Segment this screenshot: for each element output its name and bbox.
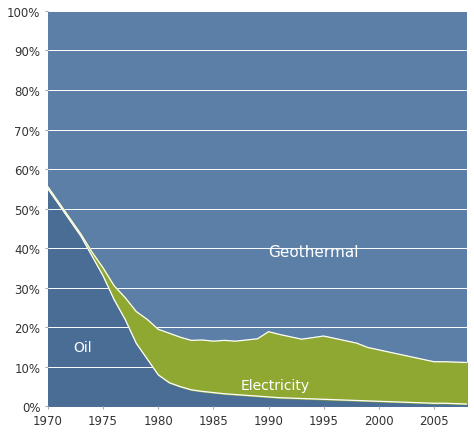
Text: Oil: Oil	[73, 340, 92, 354]
Text: Electricity: Electricity	[241, 378, 310, 392]
Text: Geothermal: Geothermal	[269, 245, 359, 260]
